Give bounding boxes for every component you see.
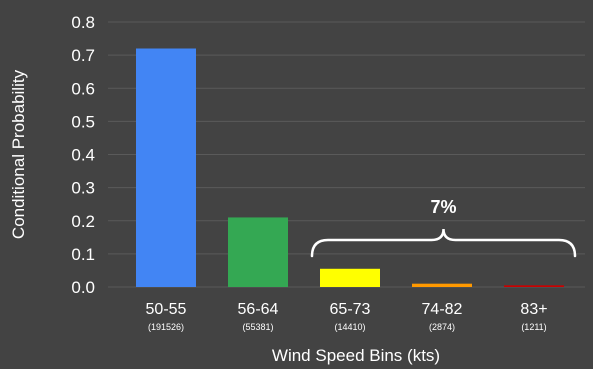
y-tick-label: 0.6 xyxy=(71,79,95,98)
x-tick-label: 56-64 xyxy=(238,301,279,318)
x-tick-label: 65-73 xyxy=(330,301,371,318)
y-axis-title: Conditional Probability xyxy=(9,69,28,239)
x-tick-count: (191526) xyxy=(148,322,184,332)
x-axis-labels: 50-55 (191526) 56-64 (55381) 65-73 (14410) 74-… xyxy=(146,301,548,332)
x-axis-title: Wind Speed Bins (kts) xyxy=(272,346,440,365)
y-tick-label: 0.0 xyxy=(71,278,95,297)
x-tick-count: (1211) xyxy=(521,322,546,332)
x-tick-count: (14410) xyxy=(334,322,365,332)
y-tick-label: 0.7 xyxy=(71,46,95,65)
y-tick-label: 0.4 xyxy=(71,146,95,165)
y-tick-label: 0.3 xyxy=(71,179,95,198)
annotation-brace xyxy=(310,228,577,258)
y-tick-label: 0.8 xyxy=(71,13,95,32)
y-axis-ticks: 0.0 0.1 0.2 0.3 0.4 0.5 0.6 0.7 0.8 xyxy=(71,13,95,297)
bar-65-73 xyxy=(320,268,380,287)
bars xyxy=(136,48,564,287)
x-tick-label: 74-82 xyxy=(422,301,463,318)
bar-50-55 xyxy=(136,48,196,287)
bar-56-64 xyxy=(228,217,288,287)
y-tick-label: 0.2 xyxy=(71,212,95,231)
annotation-label: 7% xyxy=(430,197,456,217)
y-tick-label: 0.1 xyxy=(71,245,95,264)
bar-83plus xyxy=(504,285,564,287)
x-tick-label: 50-55 xyxy=(146,301,187,318)
bar-74-82 xyxy=(412,283,472,287)
x-tick-count: (55381) xyxy=(242,322,273,332)
y-tick-label: 0.5 xyxy=(71,112,95,131)
x-tick-count: (2874) xyxy=(429,322,455,332)
x-tick-label: 83+ xyxy=(520,301,547,318)
annotation: 7% xyxy=(310,197,577,258)
